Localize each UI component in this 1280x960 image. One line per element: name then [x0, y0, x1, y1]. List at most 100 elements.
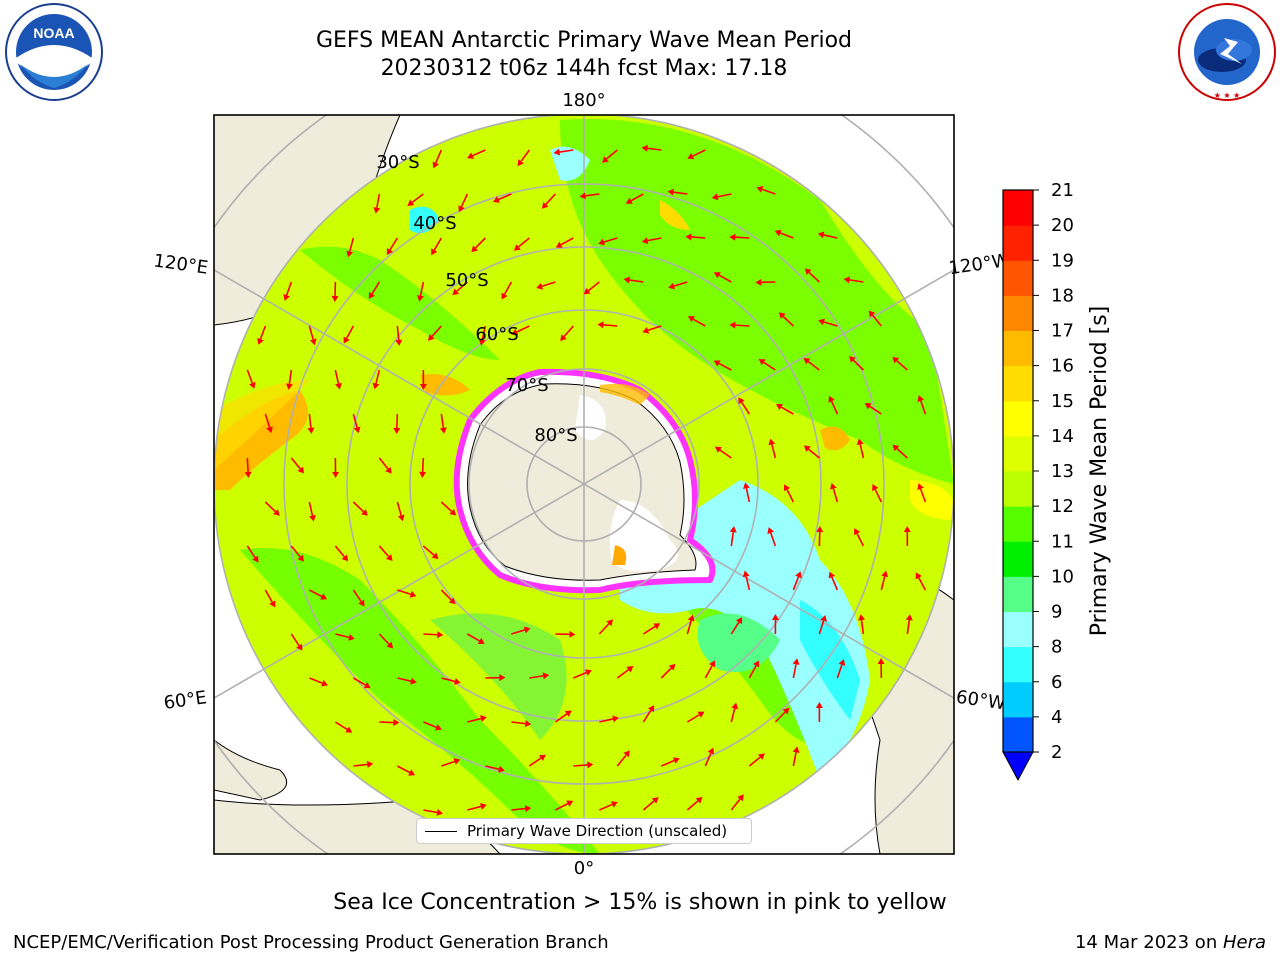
wave-arrow-head	[641, 144, 648, 152]
wave-arrow-head	[408, 769, 416, 776]
colorbar-tick-label: 19	[1051, 250, 1074, 271]
wave-arrow-shaft	[481, 325, 487, 340]
wave-arrow-shaft	[246, 369, 254, 384]
wave-arrow-head	[536, 282, 544, 290]
wave-arrow-head	[297, 466, 305, 474]
wave-arrow-shaft	[559, 149, 574, 153]
wave-arrow-shaft	[467, 805, 482, 811]
wave-arrow-head	[606, 619, 613, 627]
wave-arrow-shaft	[792, 576, 800, 591]
wave-arrow-head	[817, 231, 825, 239]
colorbar-block	[1003, 225, 1033, 261]
wave-arrow-shaft	[735, 236, 750, 239]
wave-arrow-shaft	[378, 545, 390, 558]
wave-arrow-shaft	[730, 621, 740, 635]
sea-ice-caption: Sea Ice Concentration > 15% is shown in …	[333, 890, 947, 915]
wave-arrow-shaft	[352, 589, 362, 603]
wave-arrow-shaft	[348, 237, 355, 252]
wave-arrow-shaft	[511, 629, 525, 635]
wave-arrow-shaft	[630, 193, 644, 202]
wave-arrow-head	[373, 207, 381, 214]
wave-arrow-shaft	[598, 623, 610, 635]
footer-machine: Hera	[1222, 932, 1266, 953]
wave-arrow-shaft	[264, 413, 271, 428]
land-madagascar	[214, 739, 288, 801]
wave-arrow-shaft	[587, 281, 600, 292]
wave-arrow-head	[348, 634, 355, 641]
wave-arrow-shaft	[860, 620, 865, 635]
wave-arrow-shaft	[786, 489, 795, 503]
wave-arrow-head	[612, 715, 619, 723]
wave-arrow-shaft	[485, 765, 500, 770]
lat-label-40s: 40°S	[413, 213, 456, 234]
colorbar-extend-triangle	[1002, 751, 1034, 782]
wave-arrow-shaft	[603, 324, 618, 327]
wave-arrow-shaft	[563, 325, 574, 338]
wave-arrow-head	[820, 614, 827, 622]
colorbar-tick-label: 20	[1051, 215, 1074, 236]
wave-arrow-head	[672, 757, 680, 764]
wave-arrow-head	[410, 677, 417, 685]
wave-arrow-shaft	[246, 545, 256, 559]
chart-subtitle: 20230312 t06z 144h fcst Max: 17.18	[380, 56, 788, 81]
wave-arrow-head	[419, 471, 427, 478]
wave-arrow-head	[804, 268, 812, 276]
wave-arrow-head	[707, 747, 715, 755]
wave-arrow-shaft	[560, 237, 574, 246]
wave-arrow-head	[524, 805, 532, 813]
wave-arrow-head	[358, 599, 365, 607]
wave-arrow-head	[435, 723, 442, 731]
wave-arrow-head	[651, 797, 659, 804]
wave-arrow-head	[828, 395, 835, 403]
wave-arrow-shaft	[419, 281, 425, 296]
wave-arrow-head	[363, 682, 371, 689]
wave-arrow-head	[541, 201, 549, 209]
wave-arrow-shaft	[511, 807, 526, 811]
wave-arrow-head	[449, 508, 457, 516]
wave-arrow-head	[738, 397, 745, 405]
wave-arrow-shaft	[730, 532, 735, 547]
wave-arrow-head	[285, 383, 293, 390]
colorbar-tick-label: 13	[1051, 461, 1074, 482]
lat-label-50s: 50°S	[445, 270, 488, 291]
wave-arrow-head	[778, 312, 786, 319]
wave-arrow-head	[498, 765, 505, 773]
wave-arrow-shaft	[264, 501, 277, 513]
wave-arrow-head	[601, 156, 609, 163]
wave-arrow-shaft	[396, 765, 411, 774]
colorbar-tick-label: 6	[1051, 672, 1062, 693]
wave-arrow-head	[437, 631, 444, 639]
wave-arrow-shaft	[686, 800, 699, 811]
wave-arrow-shaft	[599, 718, 614, 723]
wave-arrow-head	[478, 338, 486, 346]
wave-arrow-shaft	[466, 633, 480, 642]
wave-arrow-head	[385, 554, 393, 562]
wave-arrow-head	[625, 197, 633, 204]
wave-arrow-head	[341, 554, 349, 562]
wave-field-orange-indian	[214, 390, 308, 490]
wave-arrow-head	[917, 395, 925, 402]
map-legend: Primary Wave Direction (unscaled)	[416, 818, 752, 844]
wave-arrow-head	[782, 707, 790, 715]
wave-arrow-shaft	[660, 667, 672, 679]
wave-arrow-head	[815, 702, 823, 709]
wave-arrow-shaft	[440, 501, 453, 513]
wave-arrow-head	[668, 282, 675, 290]
lat-label-30s: 30°S	[376, 152, 419, 173]
wave-arrow-shaft	[456, 281, 468, 292]
wave-arrow-head	[397, 514, 405, 522]
wave-arrow-head	[517, 159, 524, 167]
wave-arrow-head	[407, 199, 415, 206]
wave-arrow-head	[385, 466, 392, 474]
wave-arrow-shaft	[474, 237, 486, 249]
wave-arrow-shaft	[528, 757, 542, 767]
wave-arrow-shaft	[353, 763, 368, 767]
colorbar-block	[1003, 716, 1033, 753]
wave-arrow-head	[579, 192, 586, 200]
wave-arrow-head	[499, 674, 506, 682]
wave-arrow-shaft	[792, 752, 797, 767]
wave-arrow-shaft	[874, 489, 883, 503]
wave-arrow-head	[915, 572, 922, 580]
wave-arrow-head	[564, 710, 572, 717]
